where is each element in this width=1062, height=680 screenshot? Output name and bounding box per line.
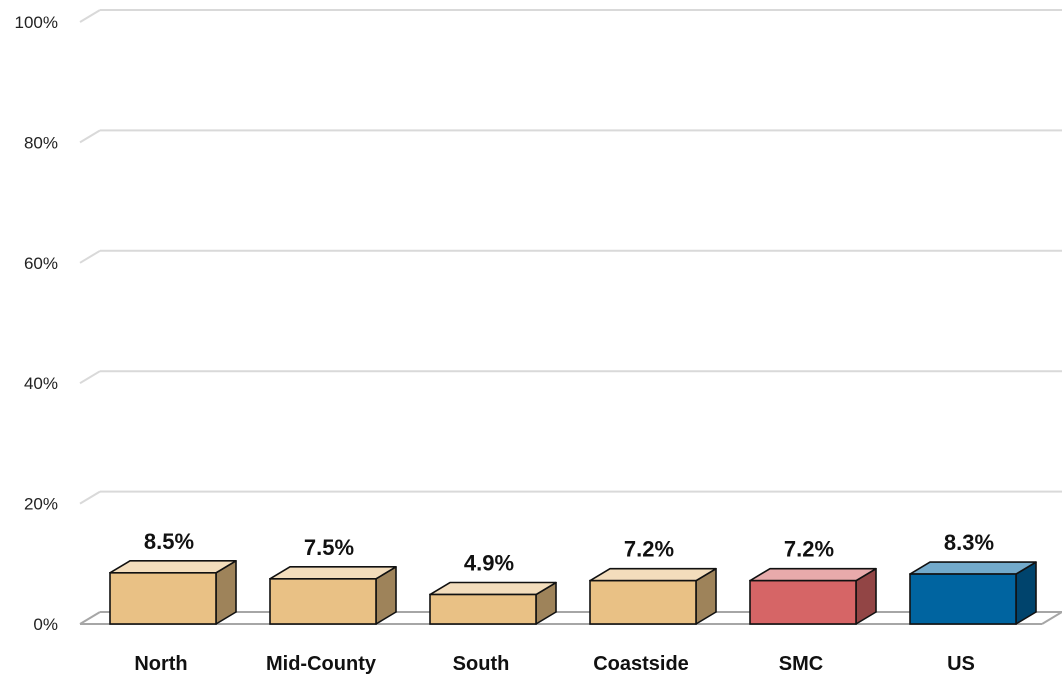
- x-category-label: US: [947, 653, 975, 675]
- x-category-label: North: [134, 653, 187, 675]
- y-tick-label: 40%: [24, 374, 58, 393]
- gridlines: [79, 9, 1062, 625]
- bars: [109, 560, 1037, 625]
- data-label: 7.2%: [784, 537, 834, 562]
- gridline: [79, 611, 1062, 625]
- y-axis-ticks: 0% 20% 40% 60% 80% 100%: [15, 13, 58, 634]
- y-tick-label: 0%: [33, 615, 58, 634]
- bar: [109, 560, 237, 625]
- data-labels: 8.5% 7.5% 4.9% 7.2% 7.2% 8.3%: [144, 529, 994, 576]
- y-tick-label: 100%: [15, 13, 58, 32]
- bar: [269, 566, 397, 625]
- gridline: [79, 370, 1062, 385]
- gridline: [79, 9, 1062, 23]
- bar: [429, 581, 557, 625]
- data-label: 8.3%: [944, 530, 994, 555]
- gridline: [79, 249, 1062, 264]
- x-axis-categories: North Mid-County South Coastside SMC US: [134, 653, 975, 675]
- y-tick-label: 60%: [24, 254, 58, 273]
- gridline: [79, 129, 1062, 144]
- gridline: [79, 490, 1062, 505]
- x-category-label: Mid-County: [266, 653, 377, 675]
- bar: [749, 567, 877, 625]
- data-label: 7.5%: [304, 535, 354, 560]
- y-tick-label: 20%: [24, 495, 58, 514]
- data-label: 7.2%: [624, 537, 674, 562]
- x-category-label: Coastside: [593, 653, 689, 675]
- data-label: 8.5%: [144, 529, 194, 554]
- x-category-label: South: [453, 653, 510, 675]
- bar: [589, 567, 717, 625]
- data-label: 4.9%: [464, 551, 514, 576]
- y-tick-label: 80%: [24, 133, 58, 152]
- x-category-label: SMC: [779, 653, 823, 675]
- bar: [909, 561, 1037, 625]
